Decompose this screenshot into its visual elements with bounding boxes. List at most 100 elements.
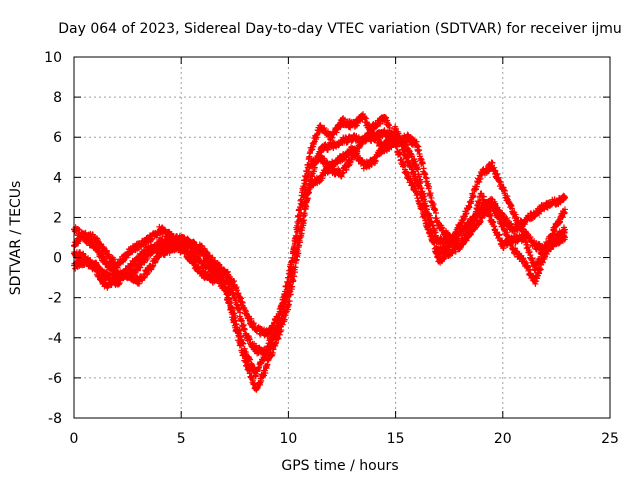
trace-marker [301, 180, 308, 187]
trace-marker [237, 309, 244, 316]
trace-marker [237, 341, 244, 348]
trace-marker [286, 298, 293, 305]
x-axis-label: GPS time / hours [281, 458, 398, 474]
trace-marker [226, 300, 233, 307]
trace-marker [235, 333, 242, 340]
trace-marker [229, 311, 236, 318]
trace-marker [368, 126, 375, 133]
trace-marker [301, 212, 308, 219]
trace-marker [480, 193, 487, 200]
trace-marker [294, 219, 301, 226]
trace-marker [295, 213, 302, 220]
x-tick-label: 25 [601, 431, 619, 447]
trace-marker [534, 275, 541, 282]
trace-marker [425, 183, 432, 190]
trace-marker [451, 235, 458, 242]
trace-marker [515, 217, 522, 224]
trace-marker [536, 210, 543, 217]
trace-marker [305, 161, 312, 168]
trace-marker [144, 270, 151, 277]
trace-marker [286, 279, 293, 286]
trace-marker [300, 184, 307, 191]
trace-marker [303, 168, 310, 175]
trace-marker [176, 242, 183, 249]
trace-marker [296, 204, 303, 211]
y-tick-label: -4 [48, 331, 62, 347]
trace-marker [476, 199, 483, 206]
trace-marker [404, 131, 411, 138]
trace-marker [278, 327, 285, 334]
x-tick-label: 10 [279, 431, 297, 447]
chart-title: Day 064 of 2023, Sidereal Day-to-day VTE… [58, 21, 622, 37]
y-tick-label: -2 [48, 291, 62, 307]
trace-marker [430, 201, 437, 208]
trace-marker [296, 239, 303, 246]
trace-marker [291, 273, 298, 280]
x-tick-label: 5 [177, 431, 186, 447]
trace-marker [236, 306, 243, 313]
trace-marker [289, 283, 296, 290]
trace-marker [276, 312, 283, 319]
trace-marker [301, 217, 308, 224]
trace-marker [103, 269, 110, 276]
trace-marker [524, 244, 531, 251]
trace-marker [470, 193, 477, 200]
trace-marker [489, 159, 496, 166]
trace-marker [258, 377, 265, 384]
trace-marker [417, 155, 424, 162]
trace-marker [247, 356, 254, 363]
trace-marker [75, 226, 82, 233]
trace-marker [503, 226, 510, 233]
trace-marker [539, 259, 546, 266]
trace-marker [477, 175, 484, 182]
trace-marker [452, 236, 459, 243]
data-point [561, 226, 568, 233]
trace-marker [144, 255, 151, 262]
trace-marker [292, 232, 299, 239]
trace-marker [145, 250, 152, 257]
series-3 [71, 111, 568, 339]
trace-marker [309, 146, 316, 153]
x-tick-label: 20 [494, 431, 512, 447]
trace-marker [275, 335, 282, 342]
trace-marker [234, 328, 241, 335]
trace-marker [244, 361, 251, 368]
trace-marker [454, 230, 461, 237]
trace-marker [265, 331, 272, 338]
trace-marker [504, 229, 511, 236]
trace-marker [492, 167, 499, 174]
data-point [561, 194, 568, 201]
y-tick-label: -8 [48, 411, 62, 427]
trace-marker [508, 239, 515, 246]
x-tick-label: 0 [70, 431, 79, 447]
trace-marker [420, 165, 427, 172]
series-layer [71, 111, 568, 393]
y-tick-label: 10 [44, 50, 62, 66]
trace-marker [241, 326, 248, 333]
trace-marker [427, 222, 434, 229]
trace-marker [427, 190, 434, 197]
trace-marker [343, 166, 350, 173]
y-tick-label: 6 [53, 130, 62, 146]
y-tick-label: 4 [53, 170, 62, 186]
trace-marker [410, 168, 417, 175]
y-tick-label: 0 [53, 251, 62, 267]
trace-marker [477, 218, 484, 225]
trace-marker [473, 183, 480, 190]
y-axis-label: SDTVAR / TECUs [8, 181, 24, 296]
trace-marker [537, 266, 544, 273]
y-tick-label: -6 [48, 371, 62, 387]
trace-marker [303, 203, 310, 210]
trace-marker [280, 298, 287, 305]
data-point [561, 234, 568, 241]
trace-marker [512, 211, 519, 218]
trace-marker [362, 115, 369, 122]
trace-marker [281, 316, 288, 323]
trace-marker [433, 210, 440, 217]
trace-marker [519, 223, 526, 230]
trace-marker [247, 368, 254, 375]
trace-marker [408, 163, 415, 170]
trace-marker [302, 173, 309, 180]
trace-marker [149, 263, 156, 270]
